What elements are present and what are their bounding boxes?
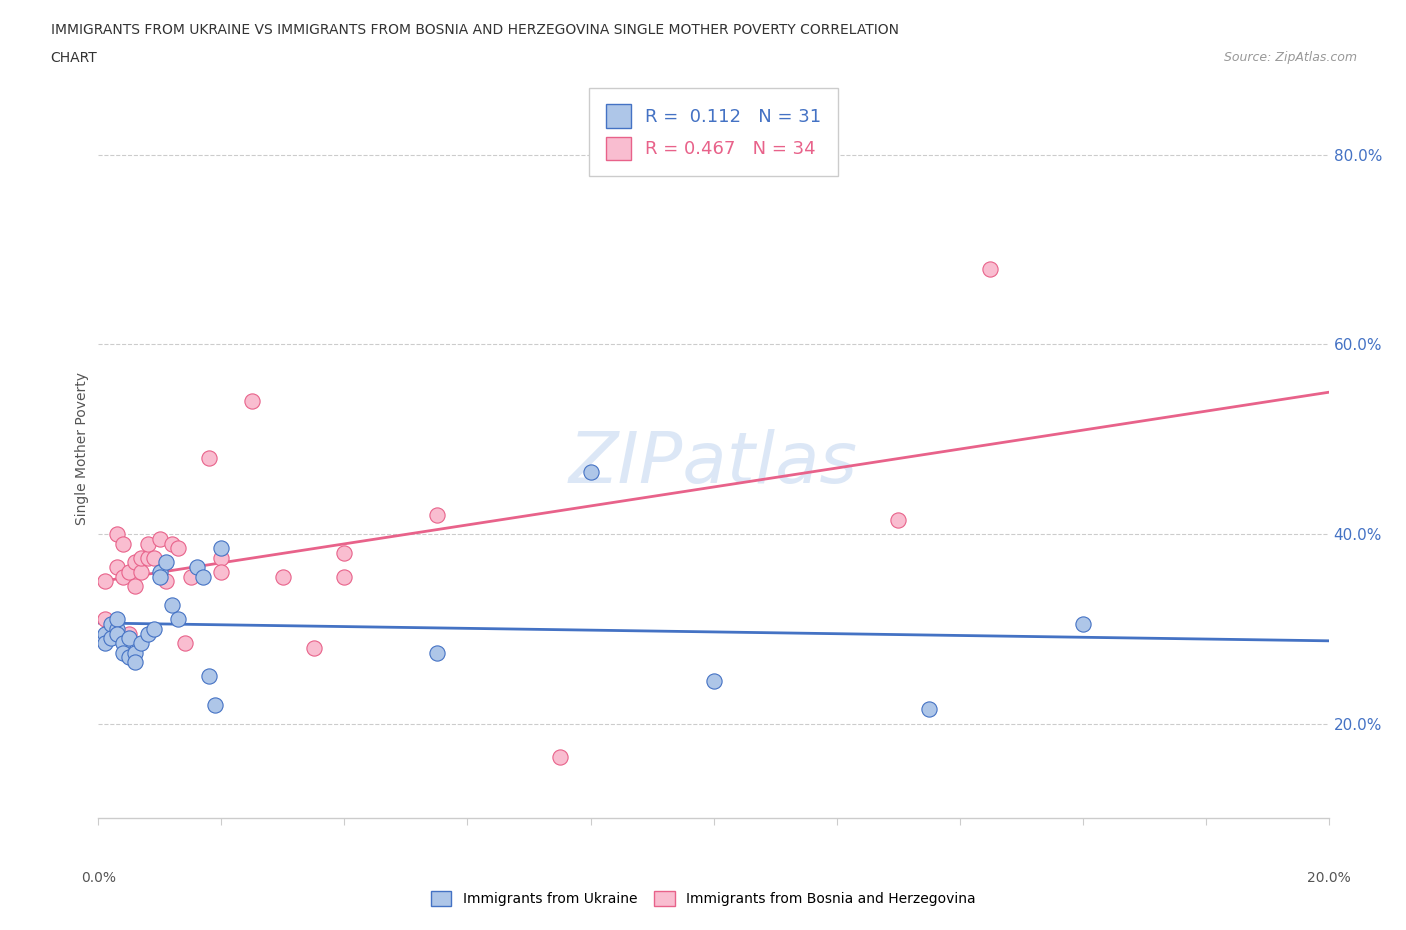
Point [198,669,221,684]
Text: 20.0%: 20.0% [1306,870,1351,884]
Text: ZIPatlas: ZIPatlas [569,429,858,498]
Point [112,635,135,650]
Point [271,569,294,584]
Point [105,526,128,541]
Point [136,551,159,565]
Point [118,650,141,665]
Point [105,626,128,641]
Point [240,394,263,409]
Point [149,565,172,579]
Point [167,612,190,627]
Point [703,673,725,688]
Point [180,569,202,584]
Point [979,261,1001,276]
Point [124,645,146,660]
Point [131,635,153,650]
Point [124,555,146,570]
Point [579,465,602,480]
Point [173,635,195,650]
Point [100,631,122,645]
Point [93,626,115,641]
Point [105,612,128,627]
Point [426,645,449,660]
Point [211,551,233,565]
Point [112,645,135,660]
Point [136,536,159,551]
Point [186,560,208,575]
Point [426,508,449,523]
Point [105,560,128,575]
Point [162,598,183,613]
Point [142,621,165,636]
Point [191,569,214,584]
Point [918,702,941,717]
Point [112,569,135,584]
Point [162,536,183,551]
Y-axis label: Single Mother Poverty: Single Mother Poverty [76,372,90,525]
Point [887,512,910,527]
Point [131,551,153,565]
Text: CHART: CHART [51,51,97,65]
Point [167,541,190,556]
Point [211,541,233,556]
Point [548,750,571,764]
Point [124,655,146,670]
Point [124,578,146,593]
Text: Source: ZipAtlas.com: Source: ZipAtlas.com [1223,51,1357,64]
Point [142,551,165,565]
Point [100,617,122,631]
Point [204,698,226,712]
Legend: Immigrants from Ukraine, Immigrants from Bosnia and Herzegovina: Immigrants from Ukraine, Immigrants from… [425,885,981,912]
Point [93,574,115,589]
Point [302,641,325,656]
Point [198,451,221,466]
Point [112,536,135,551]
Point [136,626,159,641]
Point [105,621,128,636]
Point [149,569,172,584]
Point [211,565,233,579]
Point [149,531,172,546]
Legend: R =  0.112   N = 31, R = 0.467   N = 34: R = 0.112 N = 31, R = 0.467 N = 34 [589,88,838,176]
Point [100,626,122,641]
Text: IMMIGRANTS FROM UKRAINE VS IMMIGRANTS FROM BOSNIA AND HERZEGOVINA SINGLE MOTHER : IMMIGRANTS FROM UKRAINE VS IMMIGRANTS FR… [51,23,898,37]
Point [131,565,153,579]
Point [118,631,141,645]
Point [93,635,115,650]
Point [1071,617,1094,631]
Point [155,555,177,570]
Point [333,569,356,584]
Point [118,565,141,579]
Point [93,612,115,627]
Text: 0.0%: 0.0% [82,870,115,884]
Point [155,574,177,589]
Point [118,626,141,641]
Point [333,546,356,561]
